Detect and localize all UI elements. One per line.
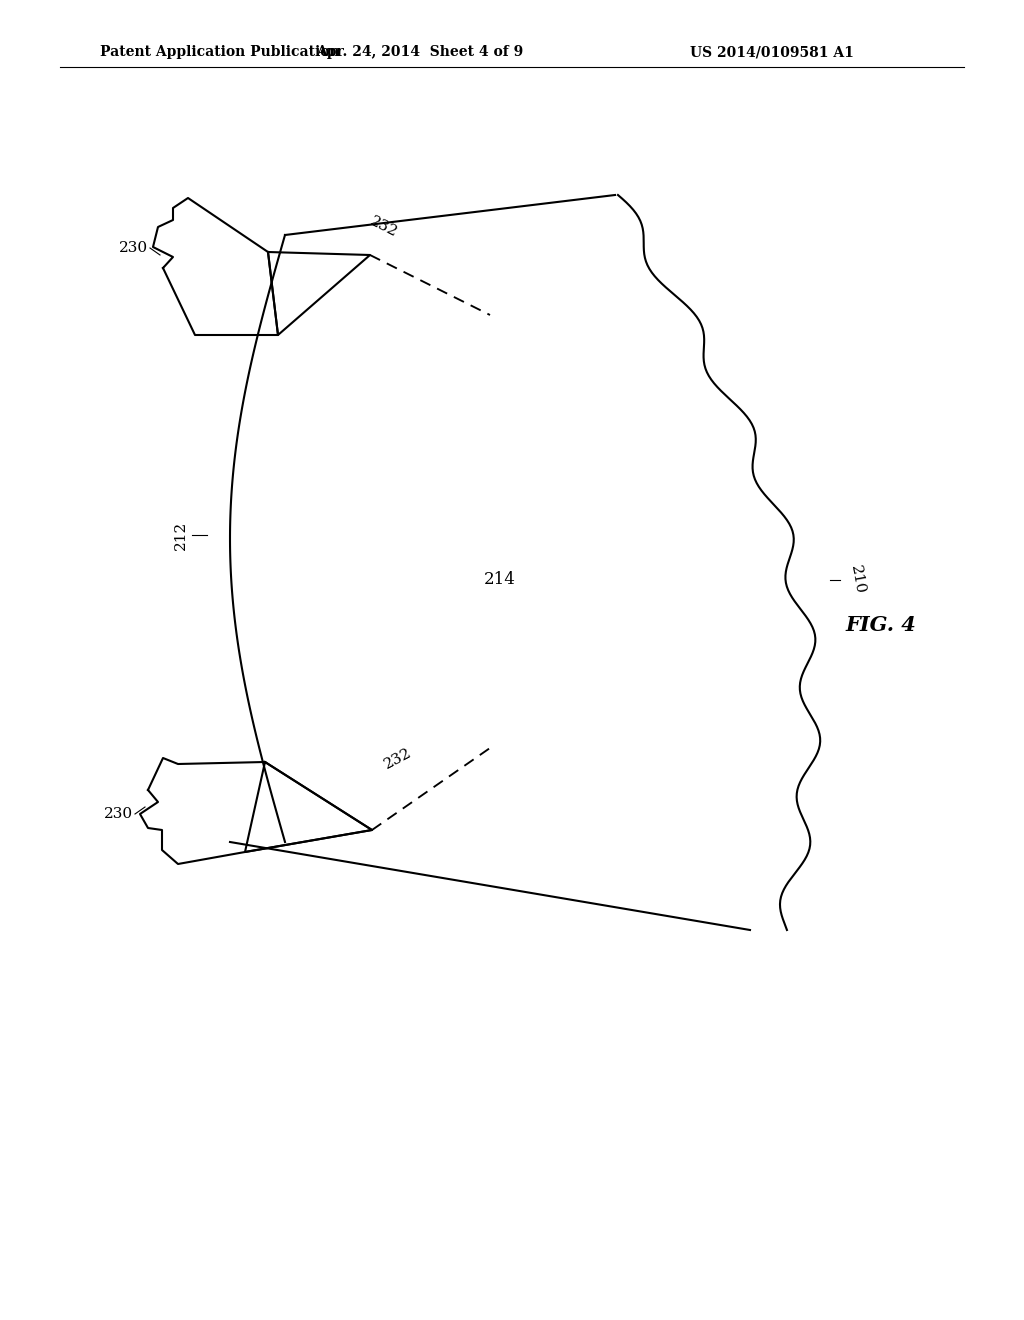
Text: 230: 230 bbox=[119, 242, 148, 255]
Text: 232: 232 bbox=[368, 214, 400, 240]
Text: 230: 230 bbox=[103, 807, 133, 821]
Text: 210: 210 bbox=[848, 565, 867, 595]
Text: Patent Application Publication: Patent Application Publication bbox=[100, 45, 340, 59]
Text: 212: 212 bbox=[174, 520, 188, 549]
Text: 232: 232 bbox=[382, 746, 415, 772]
Text: FIG. 4: FIG. 4 bbox=[845, 615, 915, 635]
Text: 214: 214 bbox=[484, 572, 516, 589]
Text: Apr. 24, 2014  Sheet 4 of 9: Apr. 24, 2014 Sheet 4 of 9 bbox=[316, 45, 523, 59]
Text: US 2014/0109581 A1: US 2014/0109581 A1 bbox=[690, 45, 854, 59]
